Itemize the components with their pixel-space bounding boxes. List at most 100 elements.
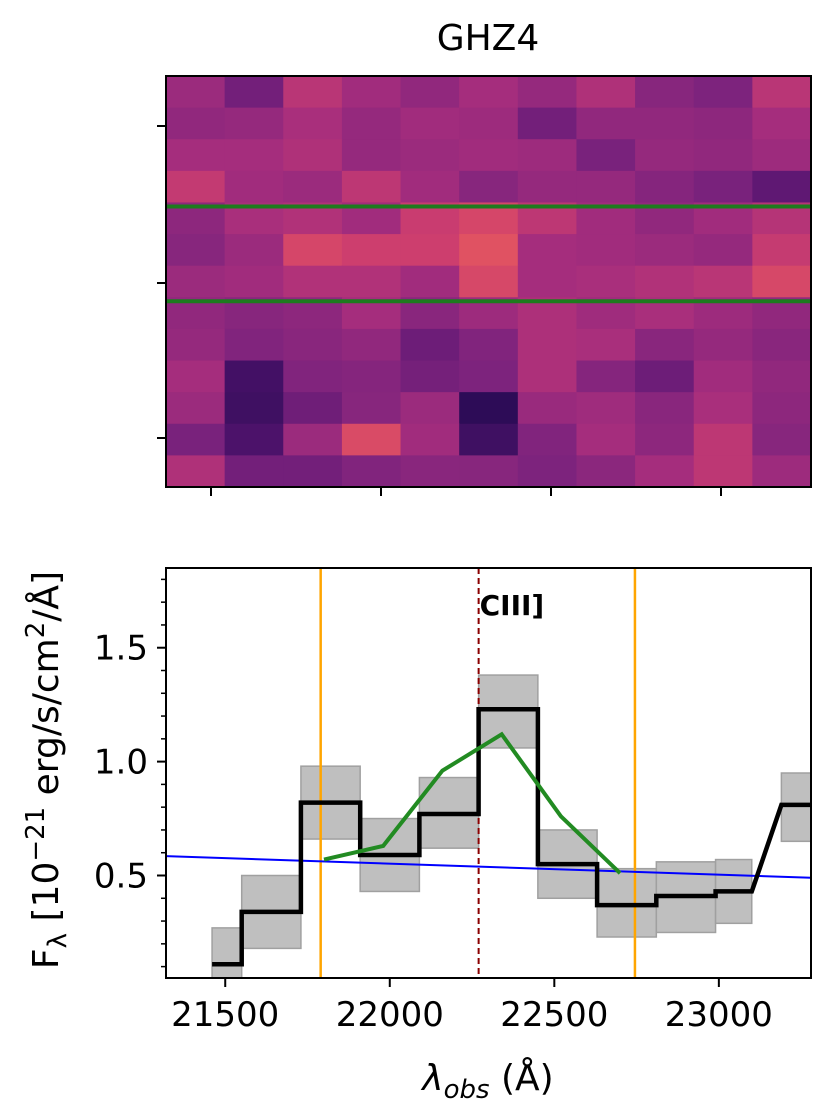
heatmap-cell bbox=[166, 360, 226, 393]
heatmap-cell bbox=[576, 360, 636, 393]
heatmap-cell bbox=[459, 107, 519, 140]
heatmap-cell bbox=[693, 265, 753, 298]
heatmap-cell bbox=[635, 139, 695, 172]
heatmap-cell bbox=[693, 139, 753, 172]
heatmap-cell bbox=[459, 76, 519, 109]
heatmap-cell bbox=[459, 328, 519, 362]
heatmap-ticks bbox=[157, 125, 722, 496]
heatmap-cell bbox=[635, 170, 695, 204]
heatmap-cell bbox=[752, 139, 812, 172]
heatmap-cell bbox=[635, 392, 695, 425]
heatmap-cell bbox=[283, 265, 343, 298]
heatmap-cell bbox=[400, 265, 460, 298]
heatmap-cell bbox=[224, 170, 284, 204]
heatmap-cell bbox=[341, 107, 402, 140]
heatmap-cell bbox=[693, 455, 753, 488]
heatmap-cell bbox=[341, 139, 402, 172]
heatmap-cell bbox=[576, 234, 636, 267]
heatmap-cell bbox=[576, 328, 636, 362]
heatmap-cell bbox=[693, 423, 753, 456]
heatmap-cell bbox=[693, 328, 753, 362]
heatmap-cell bbox=[693, 392, 753, 425]
heatmap-cell bbox=[166, 234, 226, 267]
figure-title: GHZ4 bbox=[437, 18, 540, 59]
heatmap-cell bbox=[517, 455, 578, 488]
heatmap-cell bbox=[400, 234, 460, 267]
heatmap-cell bbox=[576, 76, 636, 109]
heatmap-cell bbox=[283, 170, 343, 204]
heatmap-cell bbox=[341, 392, 402, 425]
x-tick-label: 22500 bbox=[500, 995, 608, 1035]
heatmap-frame bbox=[165, 75, 812, 488]
heatmap-cells bbox=[166, 76, 812, 488]
heatmap-cell bbox=[341, 170, 402, 204]
heatmap-cell bbox=[752, 170, 812, 204]
heatmap-cell bbox=[283, 328, 343, 362]
heatmap-cell bbox=[166, 423, 226, 456]
heatmap-cell bbox=[341, 455, 402, 488]
model-fit-line bbox=[323, 731, 622, 875]
continuum-line bbox=[166, 855, 811, 879]
heatmap-cell bbox=[166, 455, 226, 488]
heatmap-cell bbox=[517, 328, 578, 362]
heatmap-cell bbox=[166, 170, 226, 204]
line-label-ciii: CIII] bbox=[480, 589, 545, 622]
heatmap-cell bbox=[224, 76, 284, 109]
heatmap-cell bbox=[693, 170, 753, 204]
heatmap-cell bbox=[517, 360, 578, 393]
heatmap-cell bbox=[576, 107, 636, 140]
heatmap-cell bbox=[224, 360, 284, 393]
y-tick-label: 1.5 bbox=[94, 629, 148, 669]
heatmap-cell bbox=[459, 455, 519, 488]
heatmap-cell bbox=[635, 265, 695, 298]
spectrum-ticks: 21500 22000 22500 23000 0.5 1.0 1.5 bbox=[94, 578, 773, 1035]
heatmap-cell bbox=[459, 392, 519, 425]
y-tick-label: 0.5 bbox=[94, 857, 148, 897]
heatmap-cell bbox=[576, 265, 636, 298]
heatmap-cell bbox=[517, 139, 578, 172]
heatmap-cell bbox=[166, 139, 226, 172]
heatmap-cell bbox=[224, 423, 284, 456]
spectrum-2d-panel bbox=[157, 75, 812, 496]
heatmap-cell bbox=[752, 392, 812, 425]
heatmap-cell bbox=[459, 139, 519, 172]
heatmap-cell bbox=[752, 265, 812, 298]
heatmap-cell bbox=[400, 139, 460, 172]
heatmap-cell bbox=[576, 139, 636, 172]
y-tick-label: 1.0 bbox=[94, 743, 148, 783]
heatmap-cell bbox=[693, 76, 753, 109]
spectrum-1d-panel: 21500 22000 22500 23000 0.5 1.0 1.5 CIII] λobs… bbox=[21, 567, 812, 1105]
heatmap-cell bbox=[459, 423, 519, 456]
heatmap-cell bbox=[224, 107, 284, 140]
x-tick-label: 22000 bbox=[336, 995, 444, 1035]
heatmap-cell bbox=[224, 455, 284, 488]
heatmap-cell bbox=[517, 423, 578, 456]
heatmap-cell bbox=[752, 328, 812, 362]
heatmap-cell bbox=[166, 265, 226, 298]
heatmap-cell bbox=[459, 360, 519, 393]
heatmap-cell bbox=[576, 170, 636, 204]
heatmap-cell bbox=[341, 328, 402, 362]
heatmap-cell bbox=[400, 328, 460, 362]
heatmap-cell bbox=[576, 455, 636, 488]
heatmap-cell bbox=[341, 76, 402, 109]
heatmap-cell bbox=[341, 360, 402, 393]
heatmap-cell bbox=[517, 107, 578, 140]
flux-step-line bbox=[212, 706, 811, 967]
heatmap-cell bbox=[283, 392, 343, 425]
heatmap-cell bbox=[283, 107, 343, 140]
heatmap-cell bbox=[400, 423, 460, 456]
heatmap-cell bbox=[341, 234, 402, 267]
heatmap-cell bbox=[459, 265, 519, 298]
heatmap-cell bbox=[400, 360, 460, 393]
heatmap-cell bbox=[224, 234, 284, 267]
heatmap-cell bbox=[224, 139, 284, 172]
heatmap-cell bbox=[517, 170, 578, 204]
x-axis-label: λobs (Å) bbox=[420, 1056, 553, 1105]
heatmap-cell bbox=[517, 76, 578, 109]
heatmap-cell bbox=[224, 392, 284, 425]
heatmap-cell bbox=[635, 328, 695, 362]
spectrum-plot-area bbox=[166, 568, 811, 978]
heatmap-cell bbox=[635, 76, 695, 109]
